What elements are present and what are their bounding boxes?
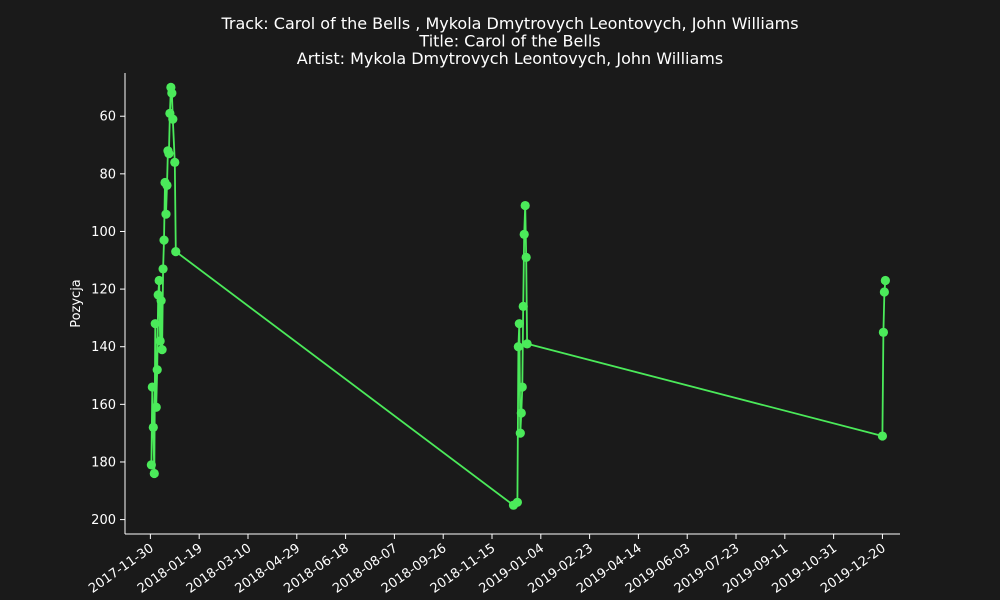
data-point [161, 209, 171, 219]
data-point [162, 180, 172, 190]
data-point [150, 319, 160, 329]
data-point [155, 336, 165, 346]
data-point [516, 408, 526, 418]
data-point [521, 252, 531, 262]
axes [124, 73, 900, 535]
y-tick-label: 100 [91, 225, 116, 240]
data-point [522, 339, 532, 349]
data-point [147, 382, 157, 392]
chart-title-line: Artist: Mykola Dmytrovych Leontovych, Jo… [297, 49, 723, 68]
y-tick-label: 180 [91, 455, 116, 470]
data-point [517, 382, 527, 392]
data-point [157, 345, 167, 355]
data-point [518, 301, 528, 311]
chart-title: Track: Carol of the Bells , Mykola Dmytr… [220, 14, 798, 68]
data-point [513, 342, 523, 352]
data-point [164, 149, 174, 159]
data-point [515, 428, 525, 438]
data-point [159, 235, 169, 245]
series [146, 82, 890, 510]
data-point [151, 402, 161, 412]
data-point [171, 247, 181, 257]
data-point [152, 365, 162, 375]
data-point [880, 275, 890, 286]
series-line [150, 86, 887, 507]
data-point [879, 287, 889, 297]
chart-title-line: Title: Carol of the Bells [418, 32, 600, 51]
data-point [878, 327, 889, 337]
data-point [158, 264, 168, 274]
data-point [514, 319, 524, 329]
data-point [167, 88, 177, 98]
data-point [154, 275, 164, 286]
data-point [148, 422, 158, 432]
data-point [520, 200, 530, 211]
data-point [512, 497, 522, 507]
y-tick-label: 60 [99, 110, 116, 125]
data-point [156, 296, 166, 306]
y-tick-label: 140 [91, 340, 116, 355]
data-point [168, 114, 178, 124]
x-ticks: 2017-11-302018-01-192018-03-102018-04-29… [86, 534, 889, 597]
data-point [519, 229, 529, 239]
chart-title-line: Track: Carol of the Bells , Mykola Dmytr… [220, 14, 798, 33]
y-axis-label: Pozycja [69, 279, 84, 328]
y-tick-label: 160 [91, 398, 116, 413]
y-ticks: 60 80 100 120 140 160 180 200 [91, 110, 125, 528]
y-tick-label: 200 [91, 513, 116, 528]
y-tick-label: 80 [99, 167, 116, 182]
data-point [146, 460, 156, 470]
data-point [877, 431, 888, 441]
data-point [170, 157, 180, 167]
data-point [149, 468, 159, 479]
y-tick-label: 120 [91, 283, 116, 298]
